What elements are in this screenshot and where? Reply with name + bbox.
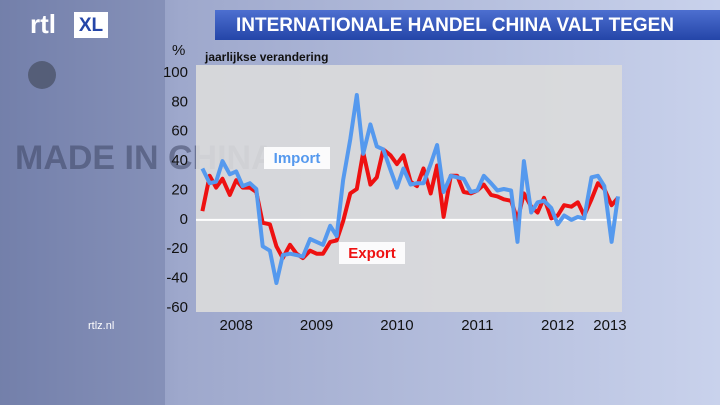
logo-badge-box — [74, 12, 108, 38]
y-tick-label: 80 — [171, 93, 188, 110]
label-box — [264, 147, 330, 169]
plot-area — [196, 65, 622, 312]
chart-title: INTERNATIONALE HANDEL CHINA VALT TEGEN — [236, 15, 674, 36]
footer: rtlz.nl — [88, 320, 114, 332]
y-tick-label: -60 — [166, 299, 188, 316]
logo-main: rtl — [30, 9, 56, 39]
y-tick-label: -20 — [166, 240, 188, 257]
label-box — [339, 242, 405, 264]
y-tick-label: 0 — [180, 211, 188, 228]
x-tick-label: 2013 — [593, 317, 626, 334]
subtitle: jaarlijkse verandering — [204, 50, 328, 64]
y-tick-label: 60 — [171, 123, 188, 140]
rivet — [28, 61, 56, 89]
x-tick-label: 2010 — [380, 317, 413, 334]
legend-label: Import — [274, 150, 321, 167]
y-tick-label: 100 — [163, 64, 188, 81]
x-tick-label: 2011 — [461, 317, 493, 334]
y-tick-label: 40 — [171, 152, 188, 169]
legend-label: Export — [348, 245, 396, 262]
x-tick-label: 2008 — [220, 317, 253, 334]
x-tick-label: 2009 — [300, 317, 333, 334]
series-line — [200, 93, 620, 285]
y-tick-label: -40 — [166, 270, 188, 287]
denim-photo — [0, 0, 165, 405]
y-tick-label: 20 — [171, 181, 188, 198]
x-tick-label: 2012 — [541, 317, 574, 334]
logo-badge: XL — [79, 15, 104, 36]
title-bar — [215, 10, 720, 40]
y-axis-label: % — [172, 42, 185, 59]
